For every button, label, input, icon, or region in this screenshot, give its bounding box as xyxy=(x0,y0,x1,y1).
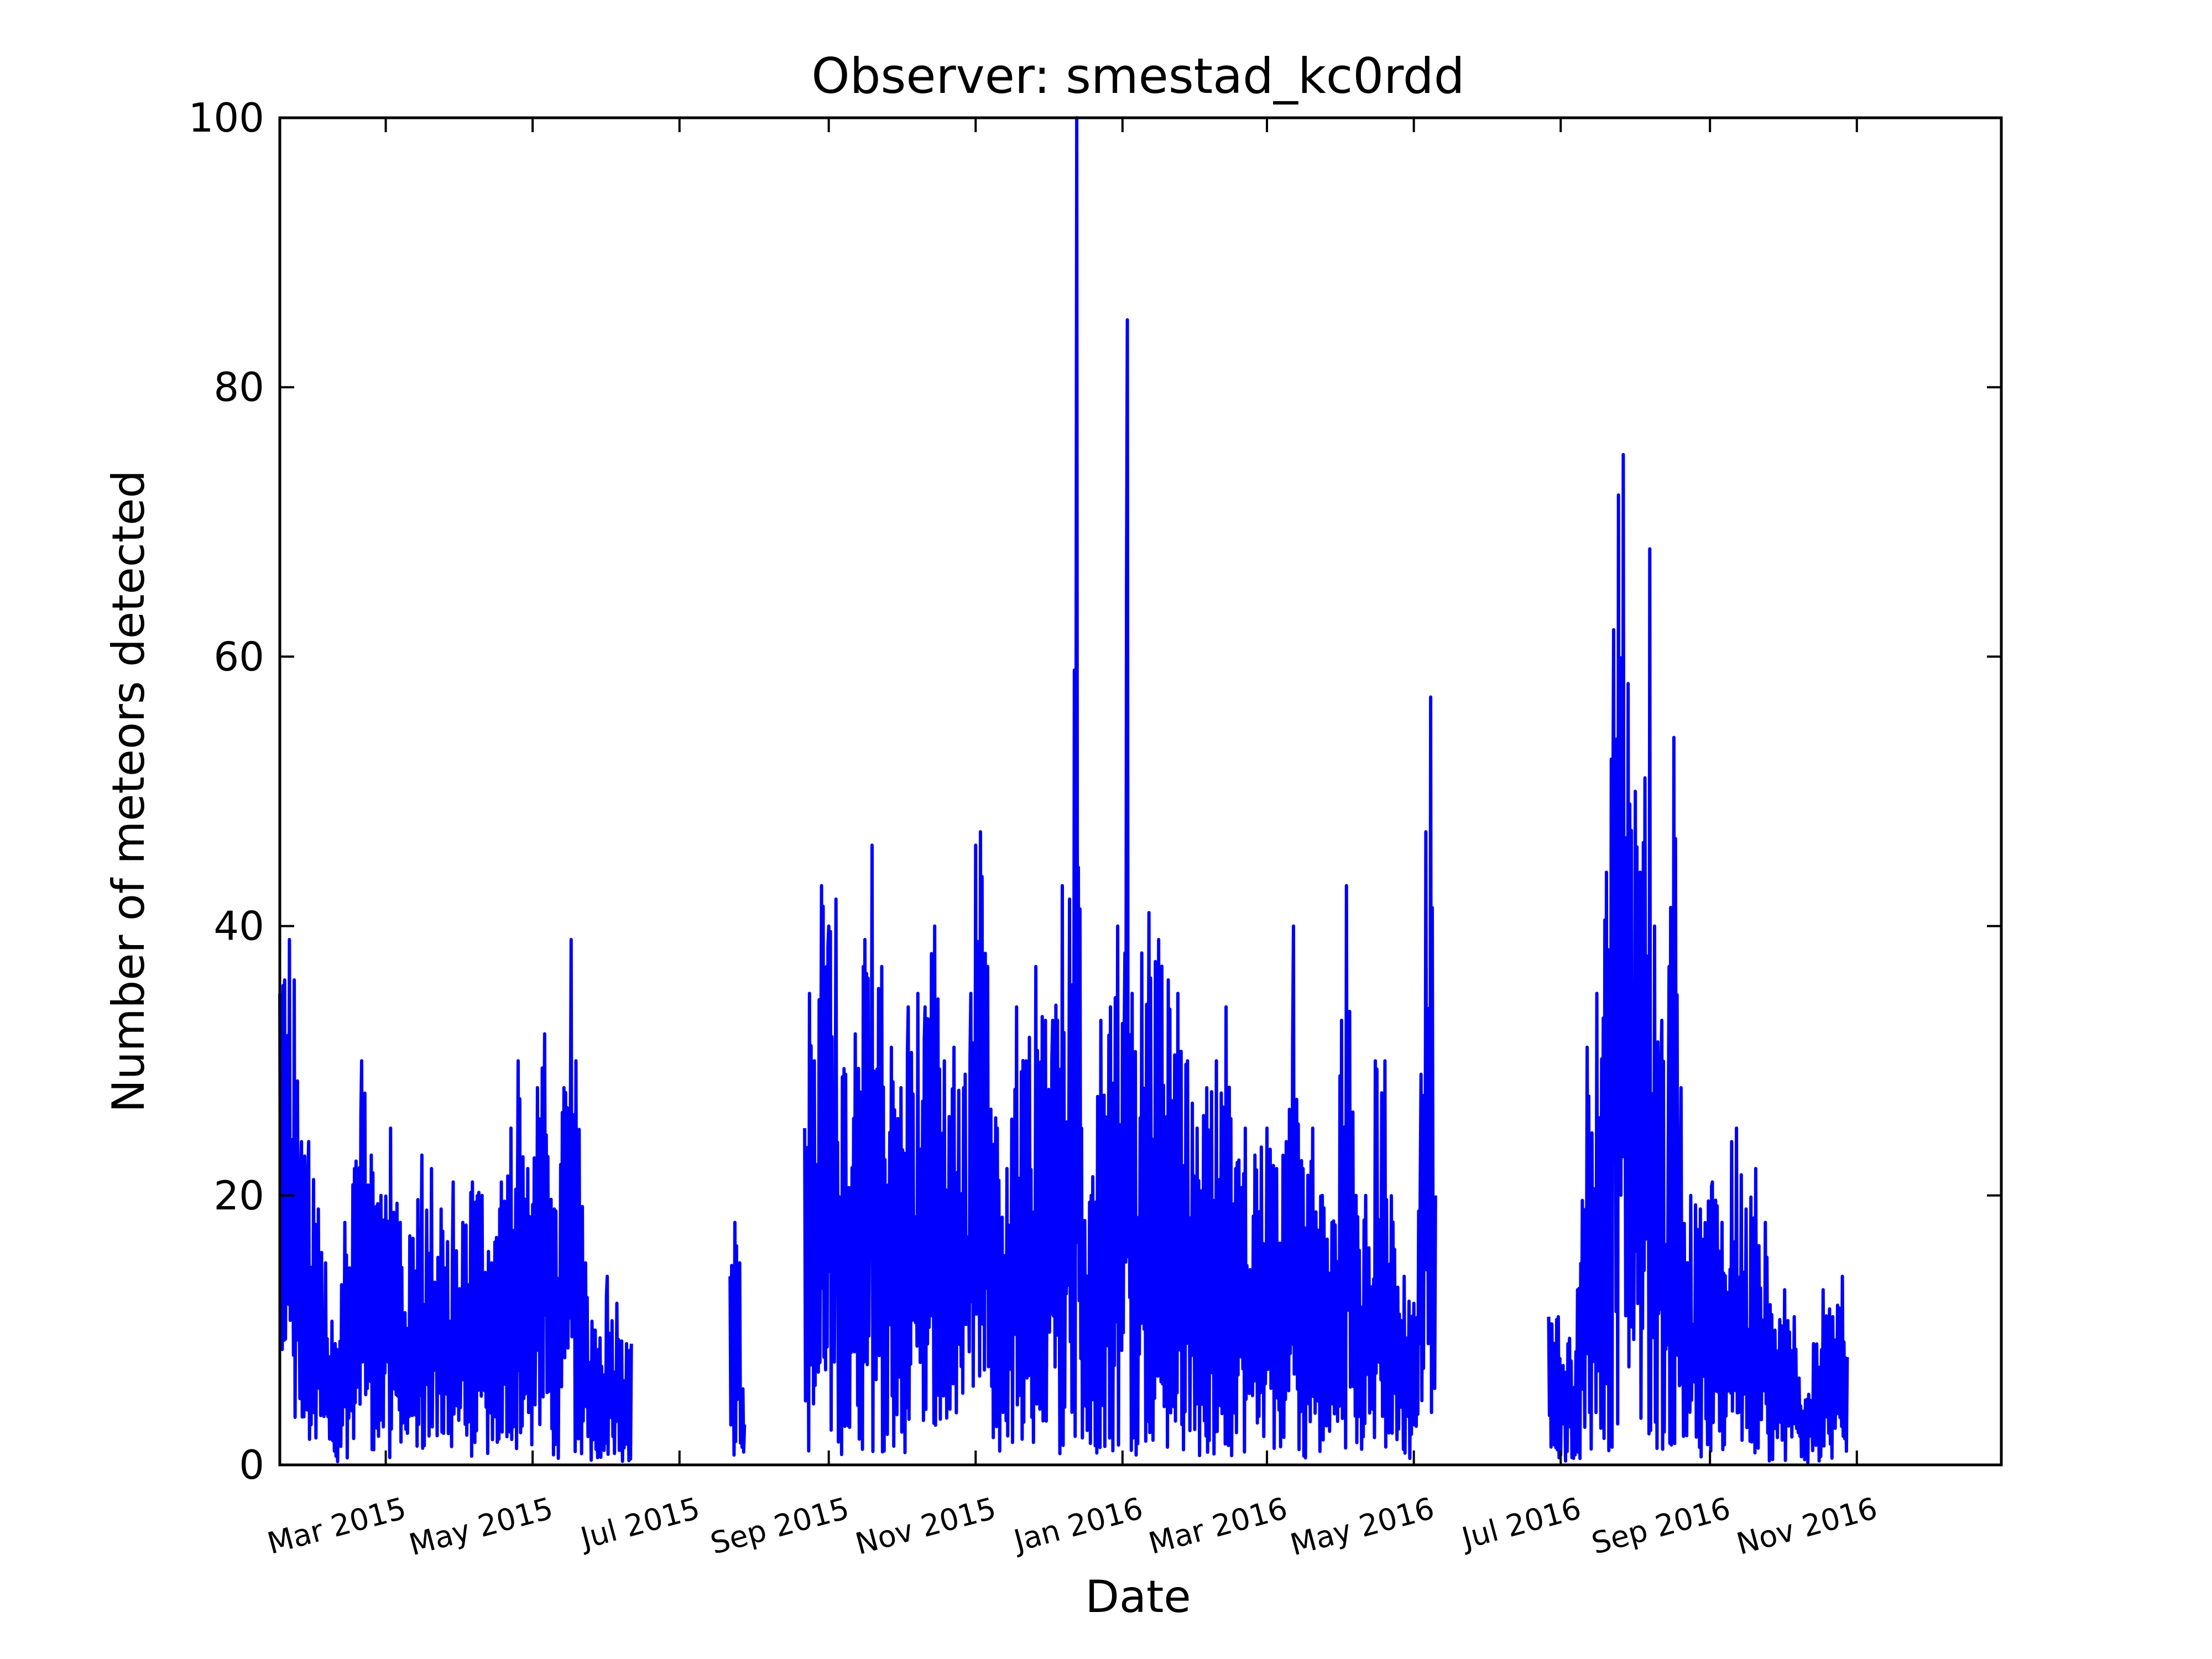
y-tick-label: 0 xyxy=(239,1442,264,1488)
y-tick-label: 20 xyxy=(213,1172,264,1219)
series-line-segment-3 xyxy=(1547,453,1849,1464)
x-tick-label: Jul 2016 xyxy=(1457,1491,1584,1557)
x-tick-label: Sep 2016 xyxy=(1588,1491,1734,1561)
x-tick-label: Sep 2015 xyxy=(707,1491,853,1561)
x-tick-label: Nov 2016 xyxy=(1733,1491,1881,1562)
series-line-segment-2 xyxy=(803,116,1437,1460)
x-tick-label: Jan 2016 xyxy=(1009,1491,1146,1559)
y-tick-label: 40 xyxy=(213,903,264,950)
y-tick-label: 80 xyxy=(213,364,264,410)
series-line-segment-1 xyxy=(728,1220,747,1457)
x-tick-label: Nov 2015 xyxy=(852,1491,999,1562)
x-tick-label: Mar 2015 xyxy=(264,1491,410,1561)
chart-title: Observer: smestad_kc0rdd xyxy=(811,48,1464,105)
x-tick-label: Mar 2016 xyxy=(1145,1491,1291,1561)
plot-frame xyxy=(278,116,2003,1467)
y-tick-label: 60 xyxy=(213,633,264,680)
x-tick-label: Jul 2015 xyxy=(576,1491,703,1557)
y-tick-label: 100 xyxy=(189,95,264,141)
y-axis: 0 20 40 60 80 100 xyxy=(189,95,2001,1488)
x-axis-label: Date xyxy=(1085,1571,1191,1623)
series-layer xyxy=(278,116,1849,1464)
y-axis-label: Number of meteors detected xyxy=(103,470,154,1113)
x-tick-label: May 2016 xyxy=(1287,1491,1438,1563)
series-line-segment-0 xyxy=(278,938,633,1463)
x-tick-label: May 2015 xyxy=(405,1491,556,1563)
